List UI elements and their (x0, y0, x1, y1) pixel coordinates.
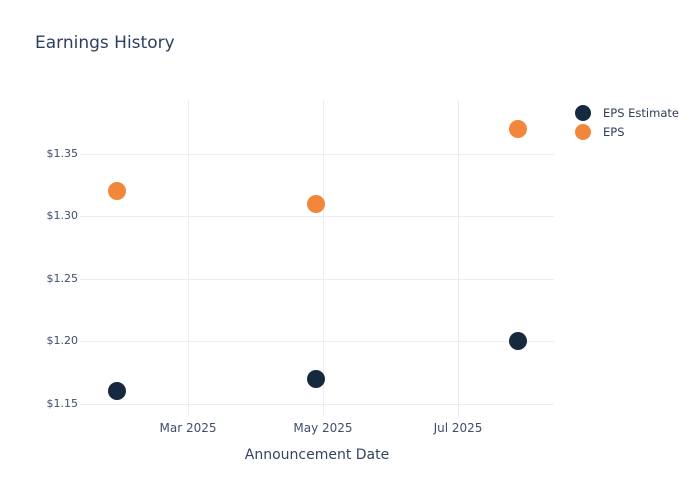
x-tick-label: Jul 2025 (433, 421, 483, 435)
eps-estimate-swatch-icon (575, 105, 591, 121)
y-tick-label: $1.20 (46, 334, 79, 347)
legend-label: EPS Estimate (603, 106, 679, 120)
x-axis-title: Announcement Date (244, 447, 390, 463)
chart-title: Earnings History (35, 33, 175, 53)
y-gridline-1.35 (80, 153, 554, 155)
eps-estimate-point-2[interactable] (508, 332, 527, 350)
y-tick-label: $1.25 (46, 271, 79, 285)
y-gridline-1.30 (80, 216, 554, 217)
eps-swatch-icon (575, 123, 591, 140)
legend-item-eps[interactable]: EPS (575, 123, 679, 140)
x-gridline-may-2025 (323, 100, 324, 417)
legend-item-eps-estimate[interactable]: EPS Estimate (575, 105, 679, 121)
eps-estimate-point-0[interactable] (108, 382, 127, 400)
y-gridline-1.25 (80, 278, 554, 280)
eps-point-1[interactable] (307, 194, 326, 213)
y-tick-label: $1.35 (46, 146, 79, 160)
y-tick-label: $1.30 (46, 209, 79, 222)
x-gridline-jul-2025 (458, 100, 459, 417)
x-tick-label: Mar 2025 (159, 421, 217, 435)
y-gridline-1.15 (80, 403, 554, 405)
legend: EPS Estimate EPS (575, 105, 679, 142)
eps-point-2[interactable] (508, 119, 527, 138)
y-tick-label: $1.15 (46, 396, 79, 410)
eps-point-0[interactable] (108, 182, 127, 200)
x-tick-label: May 2025 (293, 421, 353, 435)
x-gridline-mar-2025 (188, 100, 189, 417)
legend-label: EPS (603, 124, 625, 139)
eps-estimate-point-1[interactable] (307, 369, 326, 388)
y-gridline-1.20 (80, 341, 554, 342)
